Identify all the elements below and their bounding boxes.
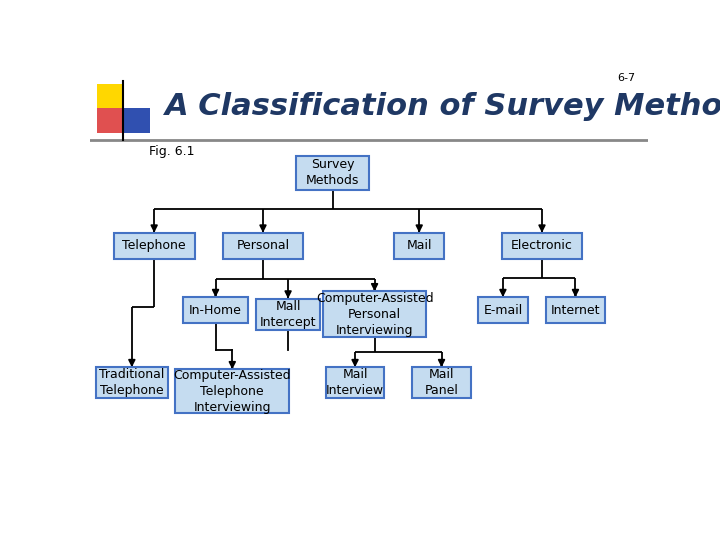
FancyBboxPatch shape (256, 299, 320, 330)
FancyBboxPatch shape (323, 292, 426, 337)
Text: E-mail: E-mail (483, 303, 523, 316)
FancyBboxPatch shape (184, 297, 248, 323)
Text: Mail
Interview: Mail Interview (326, 368, 384, 397)
Text: Electronic: Electronic (511, 239, 573, 252)
FancyBboxPatch shape (114, 233, 194, 259)
Text: Telephone: Telephone (122, 239, 186, 252)
Text: A Classification of Survey Methods: A Classification of Survey Methods (166, 92, 720, 121)
FancyBboxPatch shape (546, 297, 605, 323)
Text: Fig. 6.1: Fig. 6.1 (148, 145, 194, 158)
FancyBboxPatch shape (502, 233, 582, 259)
Text: Mail: Mail (407, 239, 432, 252)
Text: Personal: Personal (236, 239, 289, 252)
FancyBboxPatch shape (222, 233, 303, 259)
FancyBboxPatch shape (478, 297, 528, 323)
FancyBboxPatch shape (96, 367, 168, 399)
Text: Mall
Intercept: Mall Intercept (260, 300, 316, 329)
FancyBboxPatch shape (413, 367, 471, 399)
FancyBboxPatch shape (394, 233, 444, 259)
Bar (96, 109, 124, 133)
Text: Computer-Assisted
Personal
Interviewing: Computer-Assisted Personal Interviewing (316, 292, 433, 337)
FancyBboxPatch shape (297, 156, 369, 190)
Text: Internet: Internet (551, 303, 600, 316)
Text: Mail
Panel: Mail Panel (425, 368, 459, 397)
FancyBboxPatch shape (325, 367, 384, 399)
Text: In-Home: In-Home (189, 303, 242, 316)
Text: 6-7: 6-7 (618, 73, 636, 83)
Text: Computer-Assisted
Telephone
Interviewing: Computer-Assisted Telephone Interviewing (174, 369, 291, 414)
Bar (124, 109, 150, 133)
Bar (96, 84, 124, 109)
FancyBboxPatch shape (175, 369, 289, 413)
Text: Survey
Methods: Survey Methods (306, 158, 359, 187)
Text: Traditional
Telephone: Traditional Telephone (99, 368, 165, 397)
